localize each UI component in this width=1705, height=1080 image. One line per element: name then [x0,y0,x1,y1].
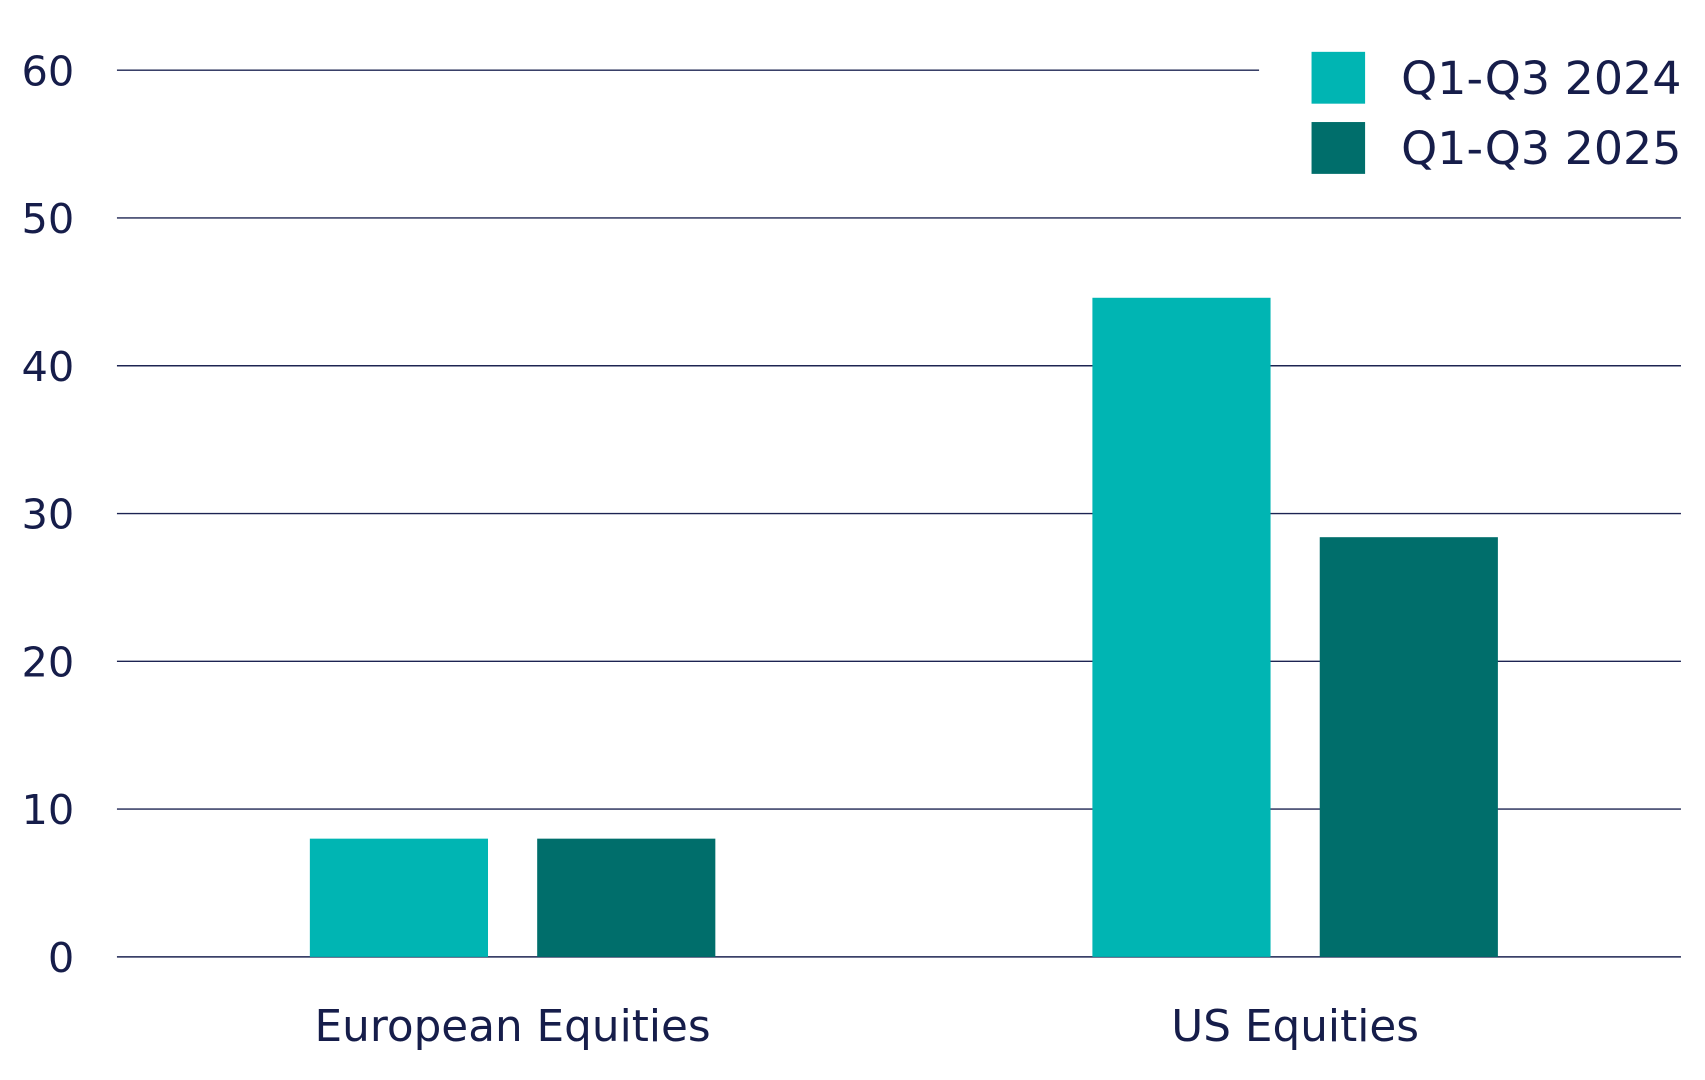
y-tick-label: 60 [21,48,74,96]
x-tick-label: US Equities [1171,1002,1419,1052]
legend-swatch [1311,51,1366,104]
bar-1-1 [1319,537,1498,957]
y-tick-label: 10 [21,786,74,834]
legend-label: Q1-Q3 2024 [1401,52,1681,105]
legend-swatch [1311,122,1366,174]
y-tick-label: 40 [21,343,74,391]
legend-label: Q1-Q3 2025 [1401,122,1681,175]
y-tick-label: 20 [21,639,74,687]
bar-1-0 [1092,297,1271,957]
bar-0-0 [309,838,489,957]
bar-0-1 [537,838,716,957]
y-tick-label: 30 [21,491,74,539]
y-tick-label: 50 [21,195,74,243]
x-tick-label: European Equities [315,1002,711,1052]
y-tick-label: 0 [48,934,74,982]
